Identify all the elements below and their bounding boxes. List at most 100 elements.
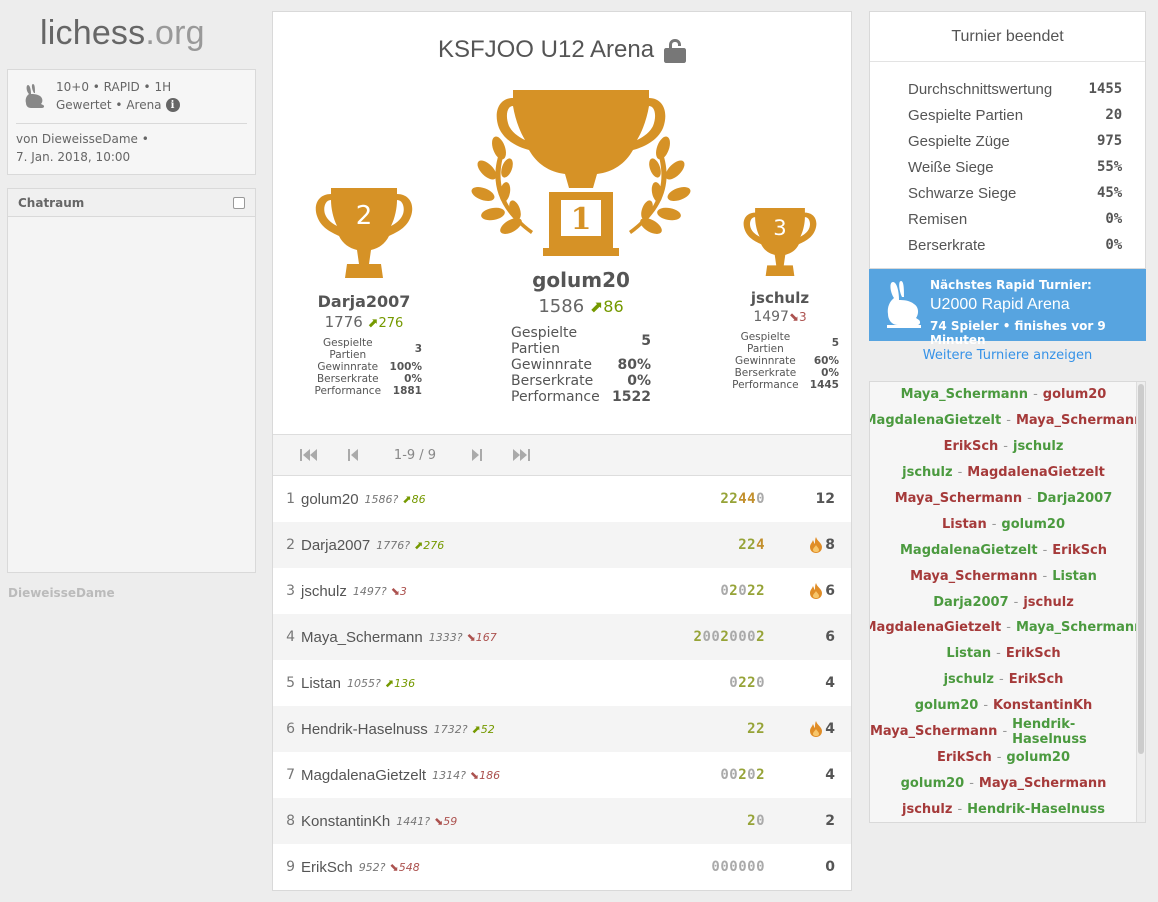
list-item[interactable]: ErikSch - jschulz [870,434,1145,460]
player-name[interactable]: jschulz [301,582,347,600]
player-name[interactable]: KonstantinKh [301,812,391,830]
score-digit: 2 [729,583,739,599]
table-row[interactable]: 8 KonstantinKh 1441? ⬊59 20 2 [273,798,851,844]
list-item[interactable]: Darja2007- jschulz [870,589,1145,615]
player-name[interactable]: Darja2007 [301,536,371,554]
chat-toggle-checkbox[interactable] [233,196,245,209]
more-tournaments-link[interactable]: Weitere Turniere anzeigen [922,348,1093,363]
pairing-white[interactable]: Darja2007 [933,594,1009,610]
info-icon[interactable]: i [165,98,180,112]
pairing-white[interactable]: golum20 [914,698,979,714]
podium-third-name[interactable]: jschulz [750,289,810,307]
pairing-black[interactable]: MagdalenaGietzelt [967,465,1105,481]
scrollbar-thumb[interactable] [1138,384,1144,754]
score-digit: 2 [738,767,748,783]
pairing-white[interactable]: Listan [946,646,992,662]
podium-first-name[interactable]: golum20 [532,268,630,292]
table-row[interactable]: 1 golum20 1586? ⬈86 22440 12 [273,476,851,522]
player-name[interactable]: Maya_Schermann [301,628,423,646]
player-rating: 1497? [352,584,387,598]
score-digit: 2 [720,491,730,507]
list-item[interactable]: MagdalenaGietzelt - Maya_Schermann [870,615,1145,641]
list-item[interactable]: golum20- Maya_Schermann [870,770,1145,796]
pairing-black[interactable]: Maya_Schermann [1015,413,1144,429]
pairing-black[interactable]: ErikSch [1052,542,1108,558]
summary-label: Remisen [908,210,968,228]
table-row[interactable]: 2 Darja2007 1776? ⬈276 224 8 [273,522,851,568]
player-name[interactable]: Listan [301,674,342,692]
pairing-black[interactable]: golum20 [1006,749,1070,765]
player-rating-diff-value: 86 [411,492,426,506]
list-item[interactable]: golum20- KonstantinKh [870,693,1145,719]
table-row[interactable]: 4 Maya_Schermann 1333? ⬊167 20020002 6 [273,614,851,660]
pairing-white[interactable]: ErikSch [936,749,992,765]
list-item[interactable]: Maya_Schermann - Darja2007 [870,486,1145,512]
table-row[interactable]: 9 ErikSch 952? ⬊548 000000 0 [273,844,851,890]
podium-third-diff: ⬊3 [789,310,807,324]
prev-page-icon[interactable] [331,445,375,465]
logo-main: lichess [40,14,146,52]
list-item[interactable]: Listan - golum20 [870,511,1145,537]
pairing-black[interactable]: ErikSch [1008,672,1064,688]
fire-icon [810,583,822,599]
pairing-separator: - [999,672,1004,688]
list-item[interactable]: MagdalenaGietzelt - Maya_Schermann [870,408,1145,434]
pairing-black[interactable]: Maya_Schermann [978,775,1107,791]
podium-second-name[interactable]: Darja2007 [317,292,411,311]
pairing-black[interactable]: golum20 [1042,387,1107,403]
pairing-white[interactable]: ErikSch [943,439,999,455]
player-name[interactable]: ErikSch [301,858,353,876]
pairing-black[interactable]: Darja2007 [1036,491,1113,506]
pairing-black[interactable]: jschulz [1012,439,1064,455]
lichess-logo[interactable]: lichess.org [40,14,205,53]
pairing-white[interactable]: Maya_Schermann [870,724,998,740]
table-row[interactable]: 6 Hendrik-Haselnuss 1732? ⬈52 22 4 [273,706,851,752]
tournament-info: 10+0 • RAPID • 1H Gewertet • Arena i von… [7,69,256,175]
pairing-white[interactable]: MagdalenaGietzelt [869,620,1002,636]
pairing-black[interactable]: KonstantinKh [993,698,1093,714]
pairing-black[interactable]: Listan [1052,568,1097,584]
pairing-white[interactable]: jschulz [902,801,953,817]
pairing-black[interactable]: Maya_Schermann [1015,620,1144,636]
pairing-black[interactable]: Hendrik-Haselnuss [1012,716,1087,747]
pairing-white[interactable]: Maya_Schermann [894,491,1023,506]
list-item[interactable]: ErikSch - golum20 [870,744,1145,770]
pairing-black[interactable]: Hendrik-Haselnuss [967,801,1105,817]
arrow-up-icon: ⬈ [471,722,481,736]
pairing-white[interactable]: MagdalenaGietzelt [869,413,1002,429]
player-name[interactable]: MagdalenaGietzelt [301,766,427,784]
pairing-black[interactable]: golum20 [1001,516,1066,532]
list-item[interactable]: Listan - ErikSch [870,641,1145,667]
list-item[interactable]: Maya_Schermann - Listan [870,563,1145,589]
pairing-black[interactable]: ErikSch [1005,646,1061,662]
pairing-white[interactable]: jschulz [943,672,994,688]
list-item[interactable]: jschulz - ErikSch [870,667,1145,693]
player-rating: 1314? [432,768,466,782]
pairing-white[interactable]: Listan [941,516,987,532]
table-row[interactable]: 5 Listan 1055? ⬈136 0220 4 [273,660,851,706]
list-item[interactable]: jschulz - Hendrik-Haselnuss [870,796,1145,822]
list-item[interactable]: jschulz - MagdalenaGietzelt [870,460,1145,486]
player-name[interactable]: Hendrik-Haselnuss [301,720,428,738]
next-tournament-banner[interactable]: Nächstes Rapid Turnier: U2000 Rapid Aren… [869,269,1146,347]
stat-value: 0% [627,373,651,389]
player-name[interactable]: golum20 [301,490,359,508]
pairing-white[interactable]: Maya_Schermann [900,387,1029,403]
list-item[interactable]: MagdalenaGietzelt - ErikSch [870,537,1145,563]
player-rating-diff-value: 186 [479,768,501,782]
scrollbar[interactable] [1136,382,1145,822]
next-page-icon[interactable] [455,445,499,465]
pairing-white[interactable]: MagdalenaGietzelt [899,542,1038,558]
table-row[interactable]: 7 MagdalenaGietzelt 1314? ⬊186 00202 4 [273,752,851,798]
list-item[interactable]: Maya_Schermann - golum20 [870,382,1145,408]
pairing-white[interactable]: Maya_Schermann [910,568,1038,584]
pairing-black[interactable]: jschulz [1023,594,1074,610]
first-page-icon[interactable] [287,445,331,465]
table-row[interactable]: 3 jschulz 1497? ⬊3 02022 6 [273,568,851,614]
arrow-down-icon: ⬊ [469,768,480,782]
last-page-icon[interactable] [499,445,543,465]
pairing-white[interactable]: jschulz [902,465,953,481]
podium-second-diff: ⬈276 [368,316,404,331]
list-item[interactable]: Maya_Schermann - Hendrik-Haselnuss [870,716,1145,747]
pairing-white[interactable]: golum20 [900,775,965,791]
